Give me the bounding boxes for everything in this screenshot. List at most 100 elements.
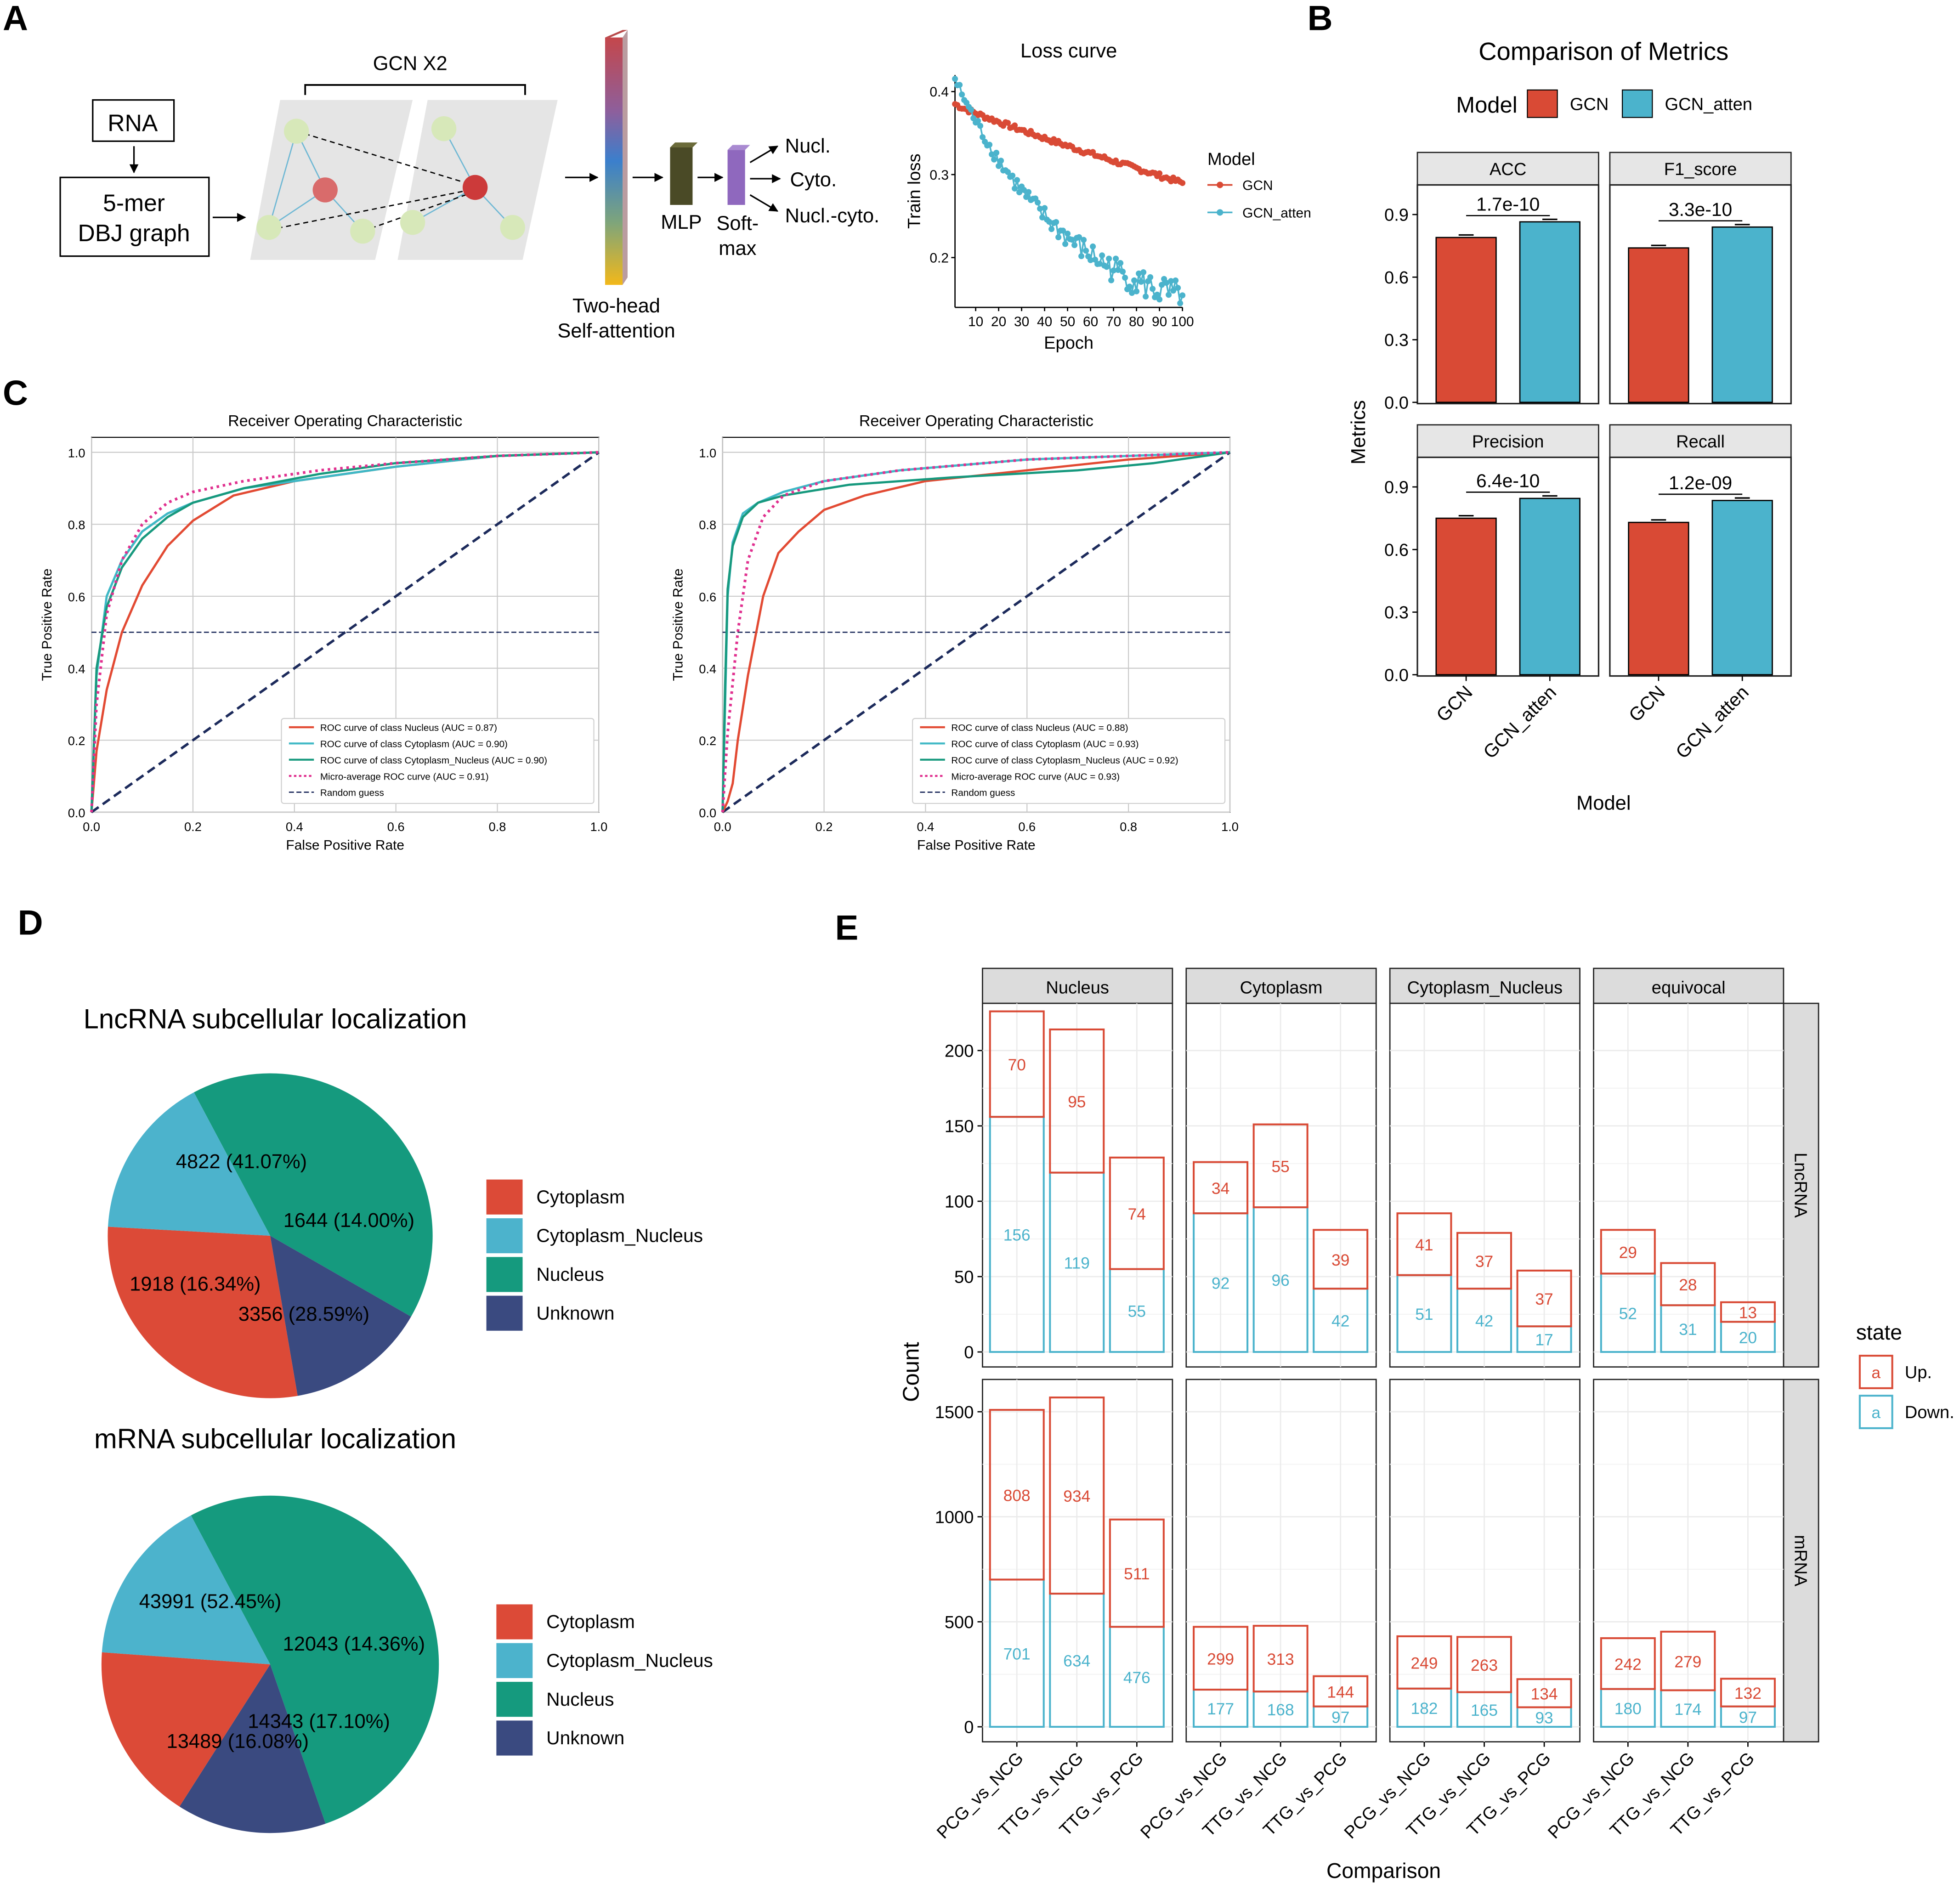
loss-point [1156, 296, 1163, 303]
loss-point [977, 123, 984, 129]
metrics-y-tick-label: 0.9 [1384, 206, 1409, 225]
loss-point [1014, 177, 1020, 183]
softmax-block-top [727, 145, 750, 150]
output-cyto: Cyto. [790, 169, 837, 191]
pie-legend-key [486, 1295, 523, 1331]
de-y-tick-label: 500 [945, 1613, 974, 1632]
loss-point [1168, 278, 1174, 284]
roc-legend-box [281, 718, 595, 804]
metrics-y-tick-label: 0.3 [1384, 331, 1409, 350]
loss-point [957, 82, 963, 88]
loss-point [1117, 260, 1124, 266]
loss-point [1012, 122, 1018, 129]
gcn-bracket [304, 84, 526, 95]
loss-y-tick-label: 0.2 [929, 251, 949, 266]
panel-letter-e: E [835, 908, 858, 947]
pie-slice-label: 12043 (14.36%) [283, 1633, 425, 1655]
de-bar-up [1660, 1262, 1716, 1306]
metrics-y-tick-label: 0.9 [1384, 478, 1409, 498]
graph-nodes [256, 116, 525, 244]
de-column-label: Nucleus [1046, 978, 1109, 997]
de-bar-up-label: 28 [1679, 1276, 1697, 1294]
de-legend-key-glyph: a [1871, 1364, 1881, 1382]
loss-x-tick-label: 20 [991, 314, 1006, 329]
loss-point [952, 76, 958, 82]
loss-point [1071, 242, 1078, 249]
mlp-block [670, 147, 693, 205]
loss-point [1037, 205, 1043, 212]
de-column-label: Cytoplasm [1240, 978, 1323, 997]
panel-c-roc: C Receiver Operating Characteristic0.00.… [3, 373, 1239, 853]
de-bar-down-label: 31 [1679, 1321, 1697, 1339]
loss-point [1136, 270, 1142, 277]
loss-point [1120, 268, 1126, 275]
metrics-legend-key [1527, 89, 1558, 118]
de-bar-up [1720, 1678, 1776, 1708]
pie-slice-label: 13489 (16.08%) [167, 1730, 309, 1753]
de-bar-down-label: 20 [1739, 1329, 1757, 1347]
roc-chart-1: Receiver Operating Characteristic 0.00.0 0… [40, 413, 607, 853]
loss-point [1009, 172, 1016, 179]
pie-slice-cytoplasm-nucleus [108, 1092, 271, 1236]
pie-legend-label: Nucleus [536, 1264, 604, 1285]
loss-point [1053, 219, 1059, 225]
loss-x-tick-label: 30 [1014, 314, 1029, 329]
pie-slice-label: 1918 (16.34%) [130, 1273, 261, 1295]
de-bar-down-label: 92 [1212, 1275, 1229, 1293]
de-row-strip [1783, 1379, 1819, 1743]
metrics-facet-strip [1416, 424, 1599, 458]
rna-label: RNA [108, 110, 158, 136]
loss-point [1035, 199, 1041, 206]
metrics-bar [1519, 221, 1580, 403]
roc-y-tick-label: 0.4 [699, 662, 716, 676]
roc-x-label: False Positive Rate [917, 838, 1036, 853]
panel-letter-d: D [18, 904, 43, 943]
de-column-strip [1389, 967, 1580, 1004]
mlp-label: MLP [661, 211, 702, 233]
loss-point [1163, 280, 1170, 286]
dbj-box [59, 176, 210, 257]
gcn-label: GCN X2 [373, 52, 448, 74]
de-bar-up [1193, 1626, 1249, 1691]
pie-slice-unknown [270, 1236, 411, 1396]
loss-point [1115, 267, 1122, 273]
de-y-tick-label: 0 [964, 1718, 974, 1737]
roc-y-tick-label: 0.8 [68, 518, 85, 532]
roc-x-tick-label: 0.0 [83, 820, 100, 834]
loss-point [991, 156, 997, 163]
output-nucl: Nucl. [785, 135, 831, 157]
roc-title: Receiver Operating Characteristic [859, 413, 1093, 430]
loss-point [986, 141, 993, 148]
roc-x-tick-label: 0.2 [184, 820, 202, 834]
roc-x-label: False Positive Rate [286, 838, 404, 853]
de-bar-down-label: 476 [1123, 1669, 1150, 1687]
loss-curve-chart: Loss curve 0.2 0.3 0.4 10 20 30 40 50 60 70 80 90 100… [905, 40, 1311, 353]
de-bar-down-label: 174 [1674, 1701, 1701, 1719]
de-bar-down-label: 165 [1471, 1702, 1498, 1719]
de-bar-up-label: 34 [1212, 1180, 1229, 1198]
loss-point [1012, 185, 1018, 192]
loss-point [1076, 234, 1082, 240]
de-bar-up [1109, 1518, 1165, 1628]
metrics-y-tick-label: 0.6 [1384, 541, 1409, 560]
roc-legend-label: Micro-average ROC curve (AUC = 0.91) [320, 771, 489, 782]
de-bar-up [1109, 1156, 1165, 1270]
de-bar-down-label: 97 [1331, 1708, 1349, 1726]
metrics-legend-title: Model [1456, 93, 1517, 118]
metrics-pvalue: 1.2e-09 [1669, 472, 1732, 493]
de-legend-label: Up. [1905, 1363, 1932, 1382]
de-bar-up-label: 95 [1068, 1093, 1086, 1111]
roc-x-tick-label: 0.2 [816, 820, 833, 834]
loss-point [1166, 292, 1172, 298]
loss-point [1110, 267, 1117, 274]
de-bar-down-label: 182 [1411, 1700, 1438, 1718]
loss-legend-title: Model [1207, 150, 1255, 169]
de-bar-down-label: 17 [1535, 1331, 1553, 1349]
pie-slice-label: 43991 (52.45%) [139, 1591, 282, 1613]
metrics-bar [1435, 237, 1497, 403]
loss-point [1147, 274, 1154, 280]
loss-point [968, 107, 974, 113]
lncrna-pie-chart: LncRNA subcellular localization 4822 (41.… [84, 1004, 703, 1398]
de-bar-down-label: 634 [1063, 1652, 1090, 1670]
pie-legend-key [496, 1643, 533, 1678]
